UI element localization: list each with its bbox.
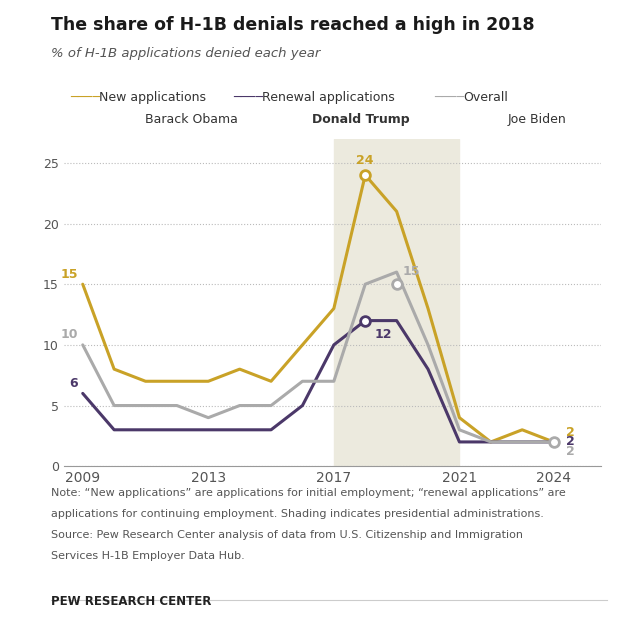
Text: Services H-1B Employer Data Hub.: Services H-1B Employer Data Hub. — [51, 551, 245, 561]
Text: Renewal applications: Renewal applications — [262, 91, 395, 104]
Text: 2: 2 — [566, 445, 575, 458]
Text: Barack Obama: Barack Obama — [145, 113, 238, 126]
Text: Source: Pew Research Center analysis of data from U.S. Citizenship and Immigrati: Source: Pew Research Center analysis of … — [51, 530, 523, 540]
Text: 2: 2 — [566, 435, 575, 449]
Text: 15: 15 — [403, 265, 420, 278]
Text: New applications: New applications — [99, 91, 206, 104]
Text: Joe Biden: Joe Biden — [507, 113, 566, 126]
Text: Donald Trump: Donald Trump — [312, 113, 410, 126]
Text: ────: ──── — [70, 91, 100, 104]
Text: 15: 15 — [61, 268, 78, 280]
Text: The share of H-1B denials reached a high in 2018: The share of H-1B denials reached a high… — [51, 16, 535, 34]
Text: ────: ──── — [435, 91, 465, 104]
Text: PEW RESEARCH CENTER: PEW RESEARCH CENTER — [51, 595, 212, 609]
Text: applications for continuing employment. Shading indicates presidential administr: applications for continuing employment. … — [51, 509, 544, 519]
Text: Overall: Overall — [463, 91, 508, 104]
Text: Note: “New applications” are applications for initial employment; “renewal appli: Note: “New applications” are application… — [51, 488, 566, 498]
Text: 24: 24 — [357, 154, 374, 166]
Text: 6: 6 — [70, 377, 78, 390]
Text: 12: 12 — [374, 328, 392, 341]
Text: ────: ──── — [233, 91, 263, 104]
Bar — [334, 139, 459, 466]
Text: 2: 2 — [566, 426, 575, 438]
Text: 10: 10 — [61, 328, 78, 341]
Text: % of H-1B applications denied each year: % of H-1B applications denied each year — [51, 47, 321, 60]
